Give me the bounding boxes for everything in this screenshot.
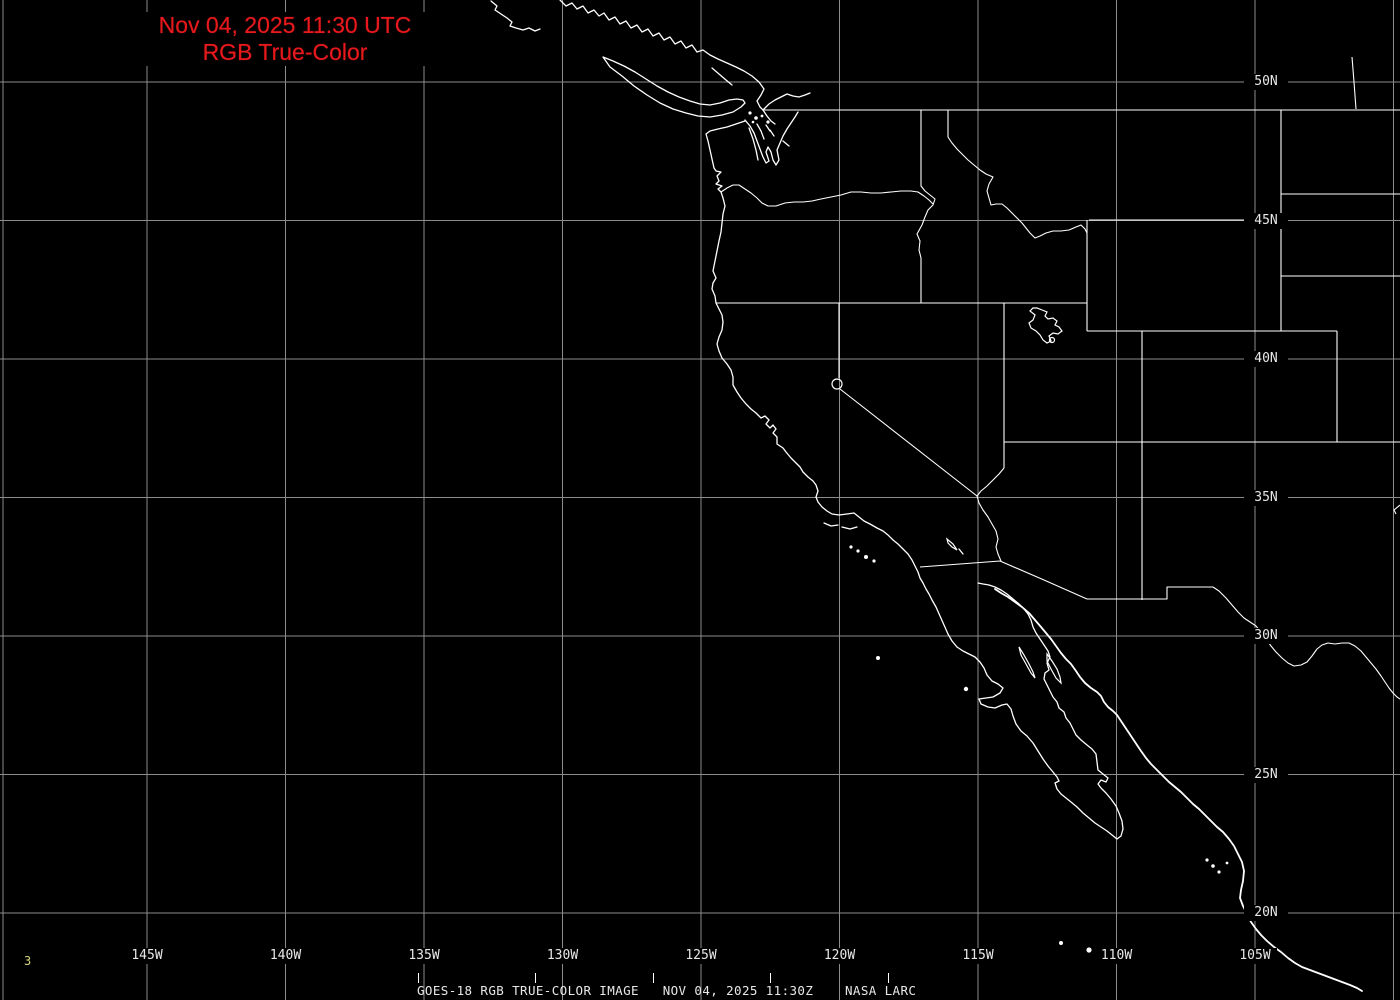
longitude-label: 125W [679, 948, 723, 964]
longitude-label: 110W [1094, 948, 1139, 964]
latitude-label: 30N [1244, 628, 1288, 644]
vancouver-city-coastline [762, 92, 811, 111]
puget-sound-coastline [744, 109, 799, 166]
caption-tick [653, 973, 654, 983]
colorado-river-border [976, 467, 1005, 562]
canada-province-border [1351, 56, 1357, 110]
bc-islands-coastline [490, 0, 541, 32]
islas-marias [1205, 858, 1229, 874]
mexico-mainland-coastline [994, 588, 1363, 992]
latitude-label: 20N [1244, 905, 1288, 921]
latitude-label: 50N [1244, 74, 1288, 90]
isla-tiburon [1046, 652, 1062, 685]
border-layer [716, 56, 1400, 700]
columbia-river-border [720, 184, 934, 207]
title-datetime: Nov 04, 2025 11:30 UTC [158, 12, 412, 38]
california-nevada-border [838, 303, 978, 497]
caption-tick [418, 973, 419, 983]
longitude-label: 105W [1233, 948, 1277, 964]
image-title: Nov 04, 2025 11:30 UTC RGB True-Color [118, 12, 452, 66]
title-product: RGB True-Color [202, 39, 368, 65]
vancouver-island-coastline [602, 56, 746, 118]
great-salt-lake [1028, 307, 1063, 344]
longitude-label: 130W [540, 948, 585, 964]
southern-channel-islands [849, 545, 876, 563]
image-caption: GOES-18 RGB TRUE-COLOR IMAGE NOV 04, 202… [417, 983, 917, 998]
frame-number: 3 [24, 954, 32, 968]
latitude-label: 35N [1244, 489, 1288, 506]
utah-lake [1048, 336, 1056, 344]
latitude-label: 25N [1244, 766, 1288, 783]
washington-idaho-snake-river-border [916, 110, 936, 303]
longitude-label: 115W [956, 948, 1000, 964]
san-juan-islands [748, 111, 770, 124]
san-clemente-island [958, 548, 964, 555]
guadalupe-island [876, 656, 880, 660]
coastline-layer [490, 0, 1363, 992]
longitude-label: 145W [125, 948, 169, 964]
northern-channel-islands [823, 522, 858, 530]
santa-catalina-island [945, 537, 958, 551]
caption-tick [535, 973, 536, 983]
longitude-label: 135W [402, 948, 446, 964]
cedros-island [963, 686, 969, 692]
right-edge-river [1393, 504, 1400, 515]
island-layer [823, 307, 1229, 953]
isla-angel-de-la-guarda [1018, 646, 1036, 679]
pacific-coastline [705, 120, 1124, 840]
revillagigedo-islands [1059, 941, 1092, 953]
georgia-strait-island [711, 67, 733, 86]
lake-tahoe [831, 378, 843, 390]
caption-tick [888, 973, 889, 983]
longitude-label: 140W [263, 948, 308, 964]
caption-tick [770, 973, 771, 983]
idaho-montana-border [947, 110, 1088, 239]
longitude-label: 120W [817, 948, 862, 964]
bc-mainland-coastline [559, 0, 765, 111]
rio-grande-border [1212, 586, 1400, 700]
latitude-label: 45N [1244, 212, 1288, 229]
latitude-label: 40N [1244, 351, 1288, 367]
us-mexico-border [919, 560, 1213, 600]
